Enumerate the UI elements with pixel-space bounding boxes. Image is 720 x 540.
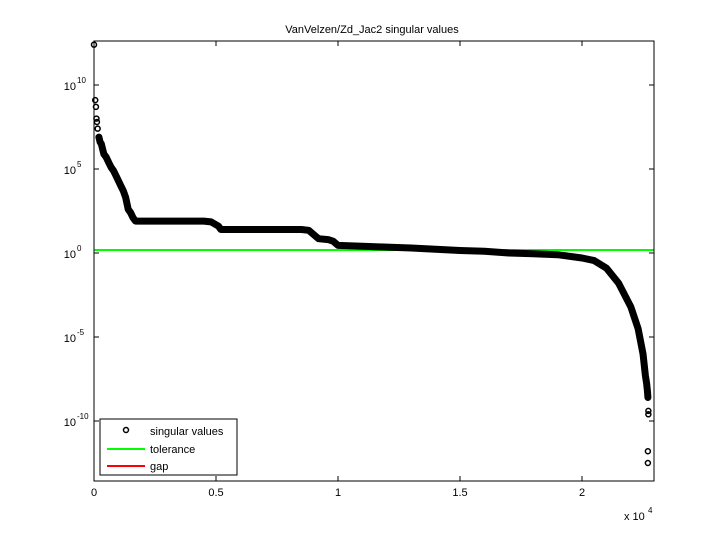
singular-value-marker — [644, 459, 652, 467]
x-tick-label: 1 — [335, 487, 341, 499]
singular-value-marker — [644, 447, 652, 455]
x-axis: 0 0.5 1 1.5 2 — [91, 41, 585, 499]
singular-value-marker — [645, 411, 652, 418]
y-tick-exponent: -5 — [77, 328, 85, 337]
singular-value-marker — [94, 125, 101, 132]
y-tick-label: 10 — [64, 165, 76, 177]
x-tick-label: 0 — [91, 487, 97, 499]
legend-item-tolerance: tolerance — [107, 444, 195, 456]
x-multiplier-exponent: 4 — [648, 506, 653, 515]
axes-box — [93, 40, 655, 482]
y-tick-label: 10 — [64, 81, 76, 93]
legend-item-singular-values: singular values — [122, 426, 224, 438]
legend-label: tolerance — [150, 444, 195, 456]
y-tick-exponent: 10 — [77, 76, 86, 85]
singular-value-marker — [95, 133, 103, 141]
x-tick-label: 0.5 — [208, 487, 223, 499]
y-tick-exponent: 5 — [77, 160, 82, 169]
legend: singular values tolerance gap — [99, 418, 238, 476]
legend-label: gap — [150, 461, 168, 473]
x-axis-multiplier: x 10 4 — [624, 506, 653, 523]
x-tick-label: 1.5 — [452, 487, 467, 499]
x-multiplier-base: x 10 — [624, 511, 645, 523]
legend-label: singular values — [150, 426, 224, 438]
chart-title: VanVelzen/Zd_Jac2 singular values — [285, 24, 459, 36]
y-tick-label: 10 — [64, 249, 76, 261]
singular-value-marker — [645, 407, 652, 415]
x-tick-label: 2 — [579, 487, 585, 499]
y-tick-exponent: 0 — [77, 244, 82, 253]
singular-values-series — [90, 41, 652, 467]
singular-value-marker — [92, 103, 100, 111]
y-tick-label: 10 — [64, 417, 76, 429]
dense-singular-values — [95, 133, 652, 401]
y-tick-exponent: -10 — [77, 412, 89, 421]
singular-value-marker — [91, 96, 99, 104]
circle-marker-icon — [122, 426, 130, 434]
plot-background — [94, 41, 654, 481]
y-tick-label: 10 — [64, 333, 76, 345]
legend-item-gap: gap — [107, 461, 168, 473]
